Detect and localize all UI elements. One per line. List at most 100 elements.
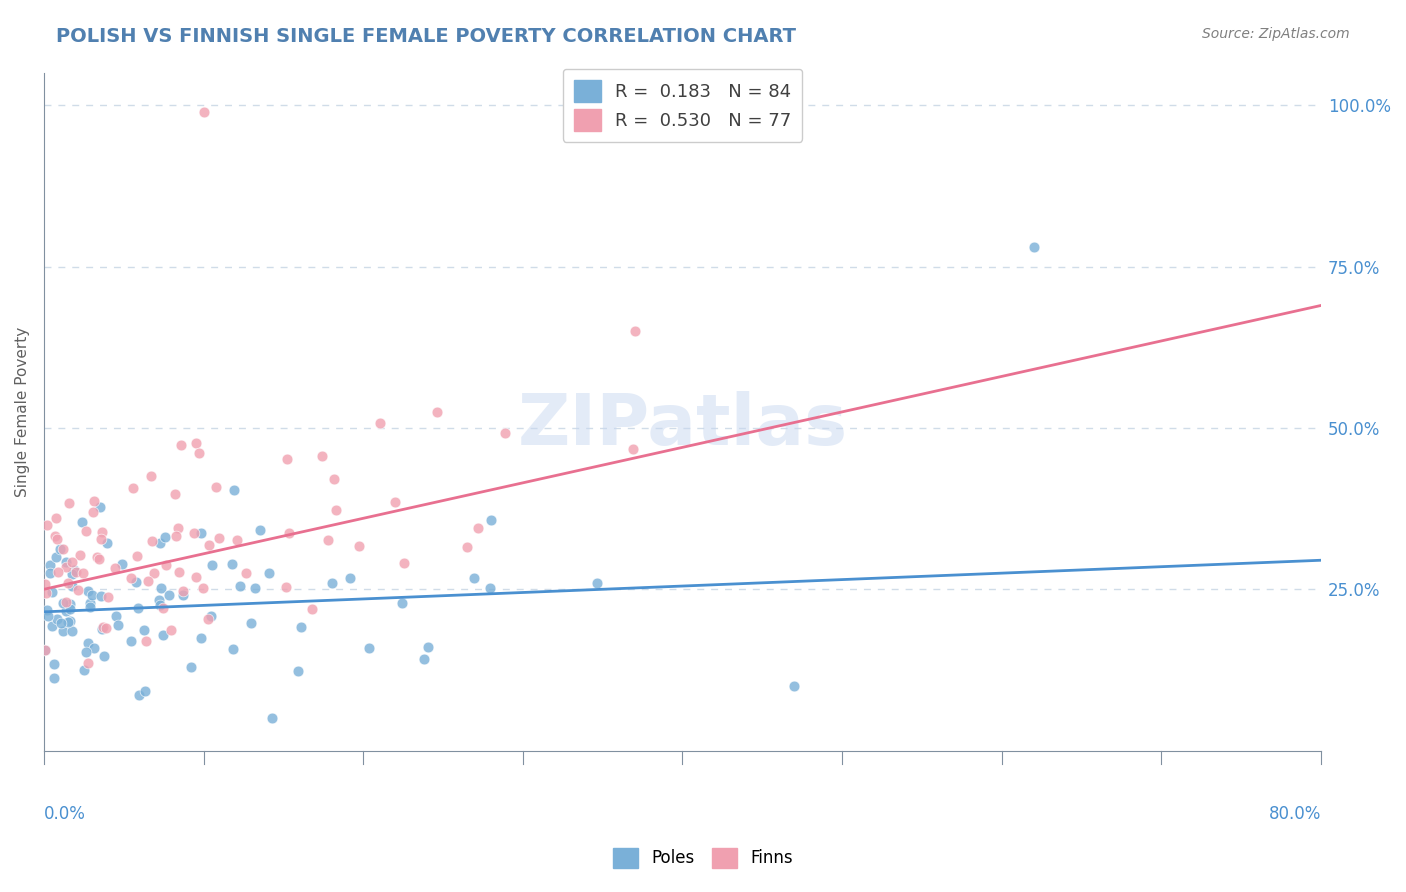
Point bbox=[67, 583, 90, 598]
Point bbox=[38, 566, 60, 580]
Point bbox=[75, 645, 97, 659]
Point bbox=[239, 615, 262, 630]
Point bbox=[391, 596, 413, 610]
Point bbox=[125, 574, 148, 589]
Point bbox=[60, 555, 83, 569]
Point bbox=[90, 532, 112, 546]
Point bbox=[586, 576, 609, 591]
Point bbox=[69, 548, 91, 562]
Point bbox=[77, 656, 100, 670]
Point bbox=[42, 671, 65, 685]
Point bbox=[190, 631, 212, 645]
Point bbox=[72, 566, 94, 581]
Point bbox=[75, 524, 97, 538]
Point bbox=[325, 503, 347, 517]
Point bbox=[70, 515, 93, 529]
Point bbox=[160, 623, 183, 637]
Point bbox=[122, 481, 145, 495]
Point bbox=[55, 560, 77, 574]
Point bbox=[274, 580, 297, 594]
Text: POLISH VS FINNISH SINGLE FEMALE POVERTY CORRELATION CHART: POLISH VS FINNISH SINGLE FEMALE POVERTY … bbox=[56, 27, 796, 45]
Point bbox=[34, 577, 56, 591]
Point bbox=[621, 442, 644, 457]
Point bbox=[41, 619, 63, 633]
Point bbox=[172, 588, 194, 602]
Point bbox=[222, 642, 245, 657]
Point bbox=[86, 550, 108, 565]
Point bbox=[34, 643, 56, 657]
Point bbox=[55, 595, 77, 609]
Point bbox=[87, 552, 110, 566]
Legend: R =  0.183   N = 84, R =  0.530   N = 77: R = 0.183 N = 84, R = 0.530 N = 77 bbox=[562, 69, 803, 142]
Point bbox=[467, 521, 489, 535]
Point bbox=[134, 634, 156, 648]
Point bbox=[55, 556, 77, 570]
Point bbox=[276, 452, 298, 467]
Point bbox=[249, 523, 271, 537]
Point bbox=[494, 425, 516, 440]
Point bbox=[90, 589, 112, 603]
Point bbox=[105, 608, 128, 623]
Point bbox=[142, 566, 165, 581]
Point bbox=[127, 601, 149, 615]
Point bbox=[59, 614, 82, 628]
Point bbox=[120, 634, 142, 648]
Point bbox=[426, 405, 449, 419]
Text: ZIPatlas: ZIPatlas bbox=[517, 391, 848, 460]
Point bbox=[180, 659, 202, 673]
Point bbox=[96, 535, 118, 549]
Point bbox=[277, 526, 299, 541]
Point bbox=[94, 621, 117, 635]
Point bbox=[184, 436, 207, 450]
Point bbox=[205, 480, 228, 494]
Point bbox=[79, 599, 101, 614]
Point bbox=[311, 449, 333, 463]
Point bbox=[46, 566, 69, 580]
Point bbox=[235, 566, 257, 580]
Point bbox=[132, 623, 155, 637]
Point bbox=[224, 483, 246, 497]
Point bbox=[60, 579, 83, 593]
Point bbox=[221, 558, 243, 572]
Point bbox=[208, 531, 231, 545]
Point bbox=[48, 541, 70, 556]
Point bbox=[83, 494, 105, 508]
Legend: Poles, Finns: Poles, Finns bbox=[607, 841, 799, 875]
Point bbox=[63, 563, 86, 577]
Point bbox=[187, 446, 209, 460]
Point bbox=[58, 496, 80, 510]
Point bbox=[148, 592, 170, 607]
Y-axis label: Single Female Poverty: Single Female Poverty bbox=[15, 326, 30, 497]
Point bbox=[152, 628, 174, 642]
Point bbox=[76, 583, 98, 598]
Point bbox=[150, 581, 173, 595]
Point bbox=[93, 649, 115, 664]
Point bbox=[347, 539, 370, 553]
Point bbox=[384, 495, 406, 509]
Point bbox=[287, 664, 309, 678]
Point bbox=[91, 620, 114, 634]
Point bbox=[243, 582, 266, 596]
Point bbox=[83, 640, 105, 655]
Point bbox=[323, 472, 346, 486]
Point bbox=[120, 571, 142, 585]
Point bbox=[82, 505, 104, 519]
Point bbox=[157, 588, 180, 602]
Point bbox=[359, 641, 381, 656]
Point bbox=[183, 526, 205, 541]
Point bbox=[149, 535, 172, 549]
Point bbox=[35, 517, 58, 532]
Point bbox=[107, 617, 129, 632]
Point bbox=[301, 602, 323, 616]
Point bbox=[80, 588, 103, 602]
Point bbox=[56, 576, 79, 591]
Point bbox=[167, 565, 190, 579]
Point bbox=[91, 622, 114, 636]
Point bbox=[186, 570, 208, 584]
Point bbox=[136, 574, 159, 588]
Point bbox=[197, 612, 219, 626]
Point bbox=[45, 511, 67, 525]
Point bbox=[229, 579, 252, 593]
Point bbox=[783, 679, 806, 693]
Point bbox=[166, 521, 188, 535]
